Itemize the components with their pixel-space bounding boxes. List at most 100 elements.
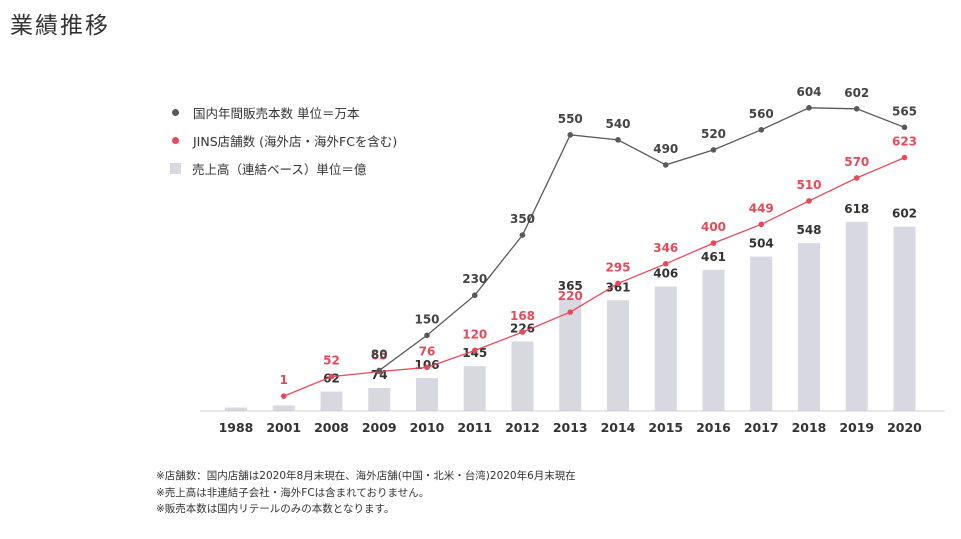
sales-volume-point [662, 162, 669, 168]
x-tick-label: 2012 [505, 420, 540, 435]
legend-item-store-count: JINS店舗数 (海外店・海外FCを含む) [172, 126, 397, 154]
x-tick-label: 2013 [553, 420, 588, 435]
store-count-point [471, 347, 478, 354]
revenue-bar-label: 461 [701, 250, 726, 264]
revenue-bar-label: 504 [749, 237, 774, 251]
legend-label-store-count: JINS店舗数 (海外店・海外FCを含む) [193, 133, 398, 149]
store-count-point [710, 240, 717, 246]
sales-volume-point [710, 147, 717, 153]
store-count-label: 510 [796, 178, 821, 192]
x-tick-label: 2018 [792, 420, 827, 435]
store-count-point [328, 373, 335, 380]
x-tick-label: 2020 [887, 420, 922, 435]
sales-volume-point [376, 367, 383, 374]
store-count-label: 400 [701, 220, 726, 234]
store-count-point [901, 154, 908, 161]
revenue-bar [750, 256, 773, 411]
sales-volume-label: 230 [462, 272, 487, 286]
x-tick-label: 2017 [744, 420, 779, 435]
sales-volume-point [567, 132, 574, 138]
revenue-bar [368, 387, 391, 411]
store-count-label: 295 [605, 260, 630, 274]
store-count-point [806, 198, 812, 204]
sales-volume-label: 602 [844, 86, 869, 100]
footnotes: ※店舗数：国内店舗は2020年8月末現在、海外店舗(中国・北米・台湾)2020年… [156, 468, 576, 518]
legend-dot-icon [172, 108, 179, 116]
sales-volume-point [615, 137, 621, 143]
legend-label-sales-volume: 国内年間販売本数 単位＝万本 [193, 105, 360, 121]
store-count-point [662, 261, 669, 267]
x-tick-label: 2010 [410, 420, 445, 435]
store-count-point [615, 280, 621, 287]
legend-label-revenue: 売上高（連結ベース）単位＝億 [192, 161, 367, 177]
revenue-bar [272, 405, 295, 411]
sales-volume-point [758, 127, 765, 133]
sales-volume-label: 350 [510, 212, 535, 226]
revenue-bar [654, 286, 677, 411]
revenue-bar-label: 365 [558, 279, 583, 293]
revenue-bar [320, 391, 343, 411]
store-count-point [280, 393, 287, 399]
revenue-bar [416, 378, 438, 411]
x-tick-label: 2019 [839, 420, 874, 435]
store-count-label: 570 [844, 155, 869, 169]
store-count-label: 52 [323, 354, 340, 368]
x-tick-label: 2008 [314, 420, 349, 435]
revenue-bar [225, 407, 247, 411]
store-count-point [519, 329, 526, 335]
revenue-bar [702, 269, 725, 411]
store-count-label: 120 [462, 327, 487, 341]
legend-box-icon [170, 162, 181, 174]
x-tick-label: 1988 [219, 420, 254, 435]
sales-volume-label: 150 [414, 312, 439, 326]
store-count-label: 76 [419, 344, 436, 358]
sales-volume-point [471, 292, 478, 299]
sales-volume-label: 604 [796, 85, 821, 99]
revenue-bar [845, 221, 868, 411]
footnote-revenue: ※売上高は非連結子会社・海外FCは含まれておりません。 [156, 486, 430, 499]
sales-volume-label: 540 [605, 117, 630, 131]
chart-legend: 国内年間販売本数 単位＝万本 JINS店舗数 (海外店・海外FCを含む) 売上高… [170, 98, 397, 182]
legend-item-sales-volume: 国内年間販売本数 単位＝万本 [172, 98, 397, 126]
revenue-bar-label: 602 [892, 207, 917, 221]
revenue-bar [893, 226, 916, 411]
x-tick-label: 2009 [362, 420, 397, 435]
store-count-label: 220 [558, 289, 583, 303]
x-tick-label: 2014 [601, 420, 636, 435]
sales-volume-line [378, 107, 905, 371]
store-count-label: 346 [653, 241, 678, 255]
revenue-bar-label: 226 [510, 322, 535, 336]
store-count-line [283, 157, 905, 397]
revenue-bar-label: 361 [605, 280, 630, 294]
sales-volume-point [424, 332, 430, 339]
sales-volume-label: 490 [653, 142, 678, 156]
revenue-bar-label: 548 [796, 223, 821, 237]
sales-volume-point [519, 232, 526, 238]
revenue-bar-label: 406 [653, 267, 678, 281]
store-count-point [758, 221, 765, 228]
store-count-point [424, 364, 430, 371]
revenue-bar [798, 243, 820, 411]
sales-volume-point [806, 104, 812, 111]
revenue-bar [559, 299, 582, 411]
x-tick-label: 2015 [648, 420, 683, 435]
footnote-store-count: ※店舗数：国内店舗は2020年8月末現在、海外店舗(中国・北米・台湾)2020年… [156, 470, 576, 482]
sales-volume-label: 520 [701, 127, 726, 141]
legend-item-revenue: 売上高（連結ベース）単位＝億 [170, 154, 397, 182]
x-tick-label: 2001 [266, 420, 301, 435]
sales-volume-point [901, 124, 908, 131]
store-count-point [853, 175, 860, 181]
sales-volume-label: 560 [749, 107, 774, 121]
store-count-label: 623 [892, 135, 917, 149]
x-tick-label: 2011 [457, 420, 492, 435]
revenue-bar [511, 341, 534, 411]
store-count-label: 65 [371, 349, 388, 363]
sales-volume-point [853, 105, 860, 112]
legend-dot-icon [172, 136, 179, 144]
revenue-bar [463, 366, 486, 411]
page-title: 業績推移 [10, 13, 110, 39]
store-count-point [567, 309, 574, 315]
store-count-label: 449 [749, 201, 774, 215]
store-count-label: 168 [510, 309, 535, 323]
x-tick-label: 2016 [696, 420, 731, 435]
